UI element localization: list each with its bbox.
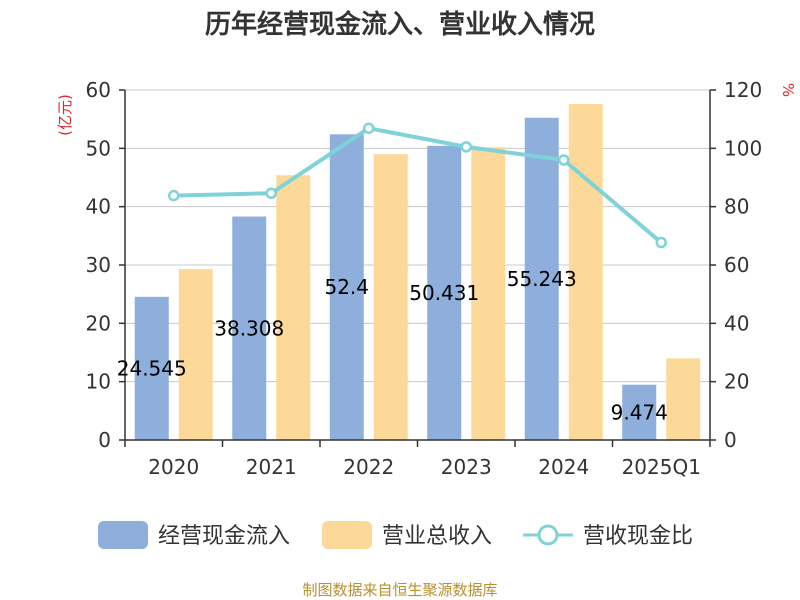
data-labels: 24.545 38.308 52.4 50.431 55.243 9.474 — [117, 267, 668, 424]
bars — [134, 104, 701, 441]
data-label: 55.243 — [507, 267, 577, 291]
source-note: 制图数据来自恒生聚源数据库 — [302, 581, 497, 599]
ratio-line-path — [173, 126, 663, 245]
line-point — [168, 189, 180, 202]
data-label: 50.431 — [409, 281, 479, 305]
gridlines — [125, 89, 710, 441]
left-tick-label: 0 — [98, 428, 111, 452]
bar — [134, 296, 169, 440]
axes: 0 10 20 30 40 50 60 0 20 40 60 80 100 120 2020 2021 2022… — [86, 78, 763, 479]
bar — [329, 134, 364, 441]
legend-swatch — [98, 521, 148, 549]
legend-item: 经营现金流入 — [98, 521, 290, 549]
legend-item: 营业总收入 — [322, 521, 492, 549]
bar — [276, 175, 311, 440]
data-label: 38.308 — [214, 316, 284, 340]
bar — [232, 216, 267, 440]
right-tick-label: 20 — [724, 370, 749, 394]
left-tick-label: 50 — [86, 136, 111, 160]
right-tick-label: 60 — [724, 253, 749, 277]
ratio-line — [168, 122, 667, 249]
right-tick-label: 40 — [724, 311, 749, 335]
bar — [178, 269, 213, 440]
left-tick-label: 60 — [86, 78, 111, 102]
x-tick-label: 2022 — [343, 455, 394, 479]
right-tick-label: 80 — [724, 195, 749, 219]
x-tick-label: 2024 — [538, 455, 589, 479]
data-label: 24.545 — [117, 356, 187, 380]
legend-item: 营收现金比 — [523, 524, 693, 549]
data-label: 52.4 — [324, 275, 369, 299]
right-axis-unit: % — [779, 83, 797, 97]
left-tick-label: 20 — [86, 311, 111, 335]
legend: 经营现金流入 营业总收入 营收现金比 — [98, 521, 693, 549]
bar — [622, 384, 657, 440]
right-tick-label: 120 — [724, 78, 762, 102]
legend-label: 经营现金流入 — [158, 524, 290, 549]
line-point — [460, 141, 472, 153]
x-tick-label: 2025Q1 — [622, 455, 701, 479]
left-tick-label: 40 — [86, 195, 111, 219]
right-tick-label: 100 — [724, 136, 762, 160]
data-label: 9.474 — [611, 400, 668, 424]
line-point — [363, 122, 375, 134]
right-tick-label: 0 — [724, 428, 737, 452]
line-point — [265, 187, 277, 199]
line-point — [655, 236, 667, 249]
bar — [427, 145, 462, 441]
x-tick-label: 2021 — [246, 455, 297, 479]
bar — [524, 117, 559, 440]
left-tick-label: 30 — [86, 253, 111, 277]
bar — [568, 104, 603, 440]
legend-label: 营业总收入 — [382, 524, 492, 549]
legend-swatch — [322, 521, 372, 549]
chart-title: 历年经营现金流入、营业收入情况 — [205, 9, 595, 40]
legend-swatch-marker — [537, 524, 559, 546]
bar — [666, 358, 701, 440]
bar — [471, 147, 506, 440]
x-tick-label: 2020 — [148, 455, 199, 479]
left-axis-unit: (亿元) — [56, 94, 74, 136]
line-point — [558, 154, 570, 166]
left-tick-label: 10 — [86, 370, 111, 394]
bar — [373, 154, 408, 440]
legend-label: 营收现金比 — [583, 524, 693, 549]
x-tick-label: 2023 — [441, 455, 492, 479]
